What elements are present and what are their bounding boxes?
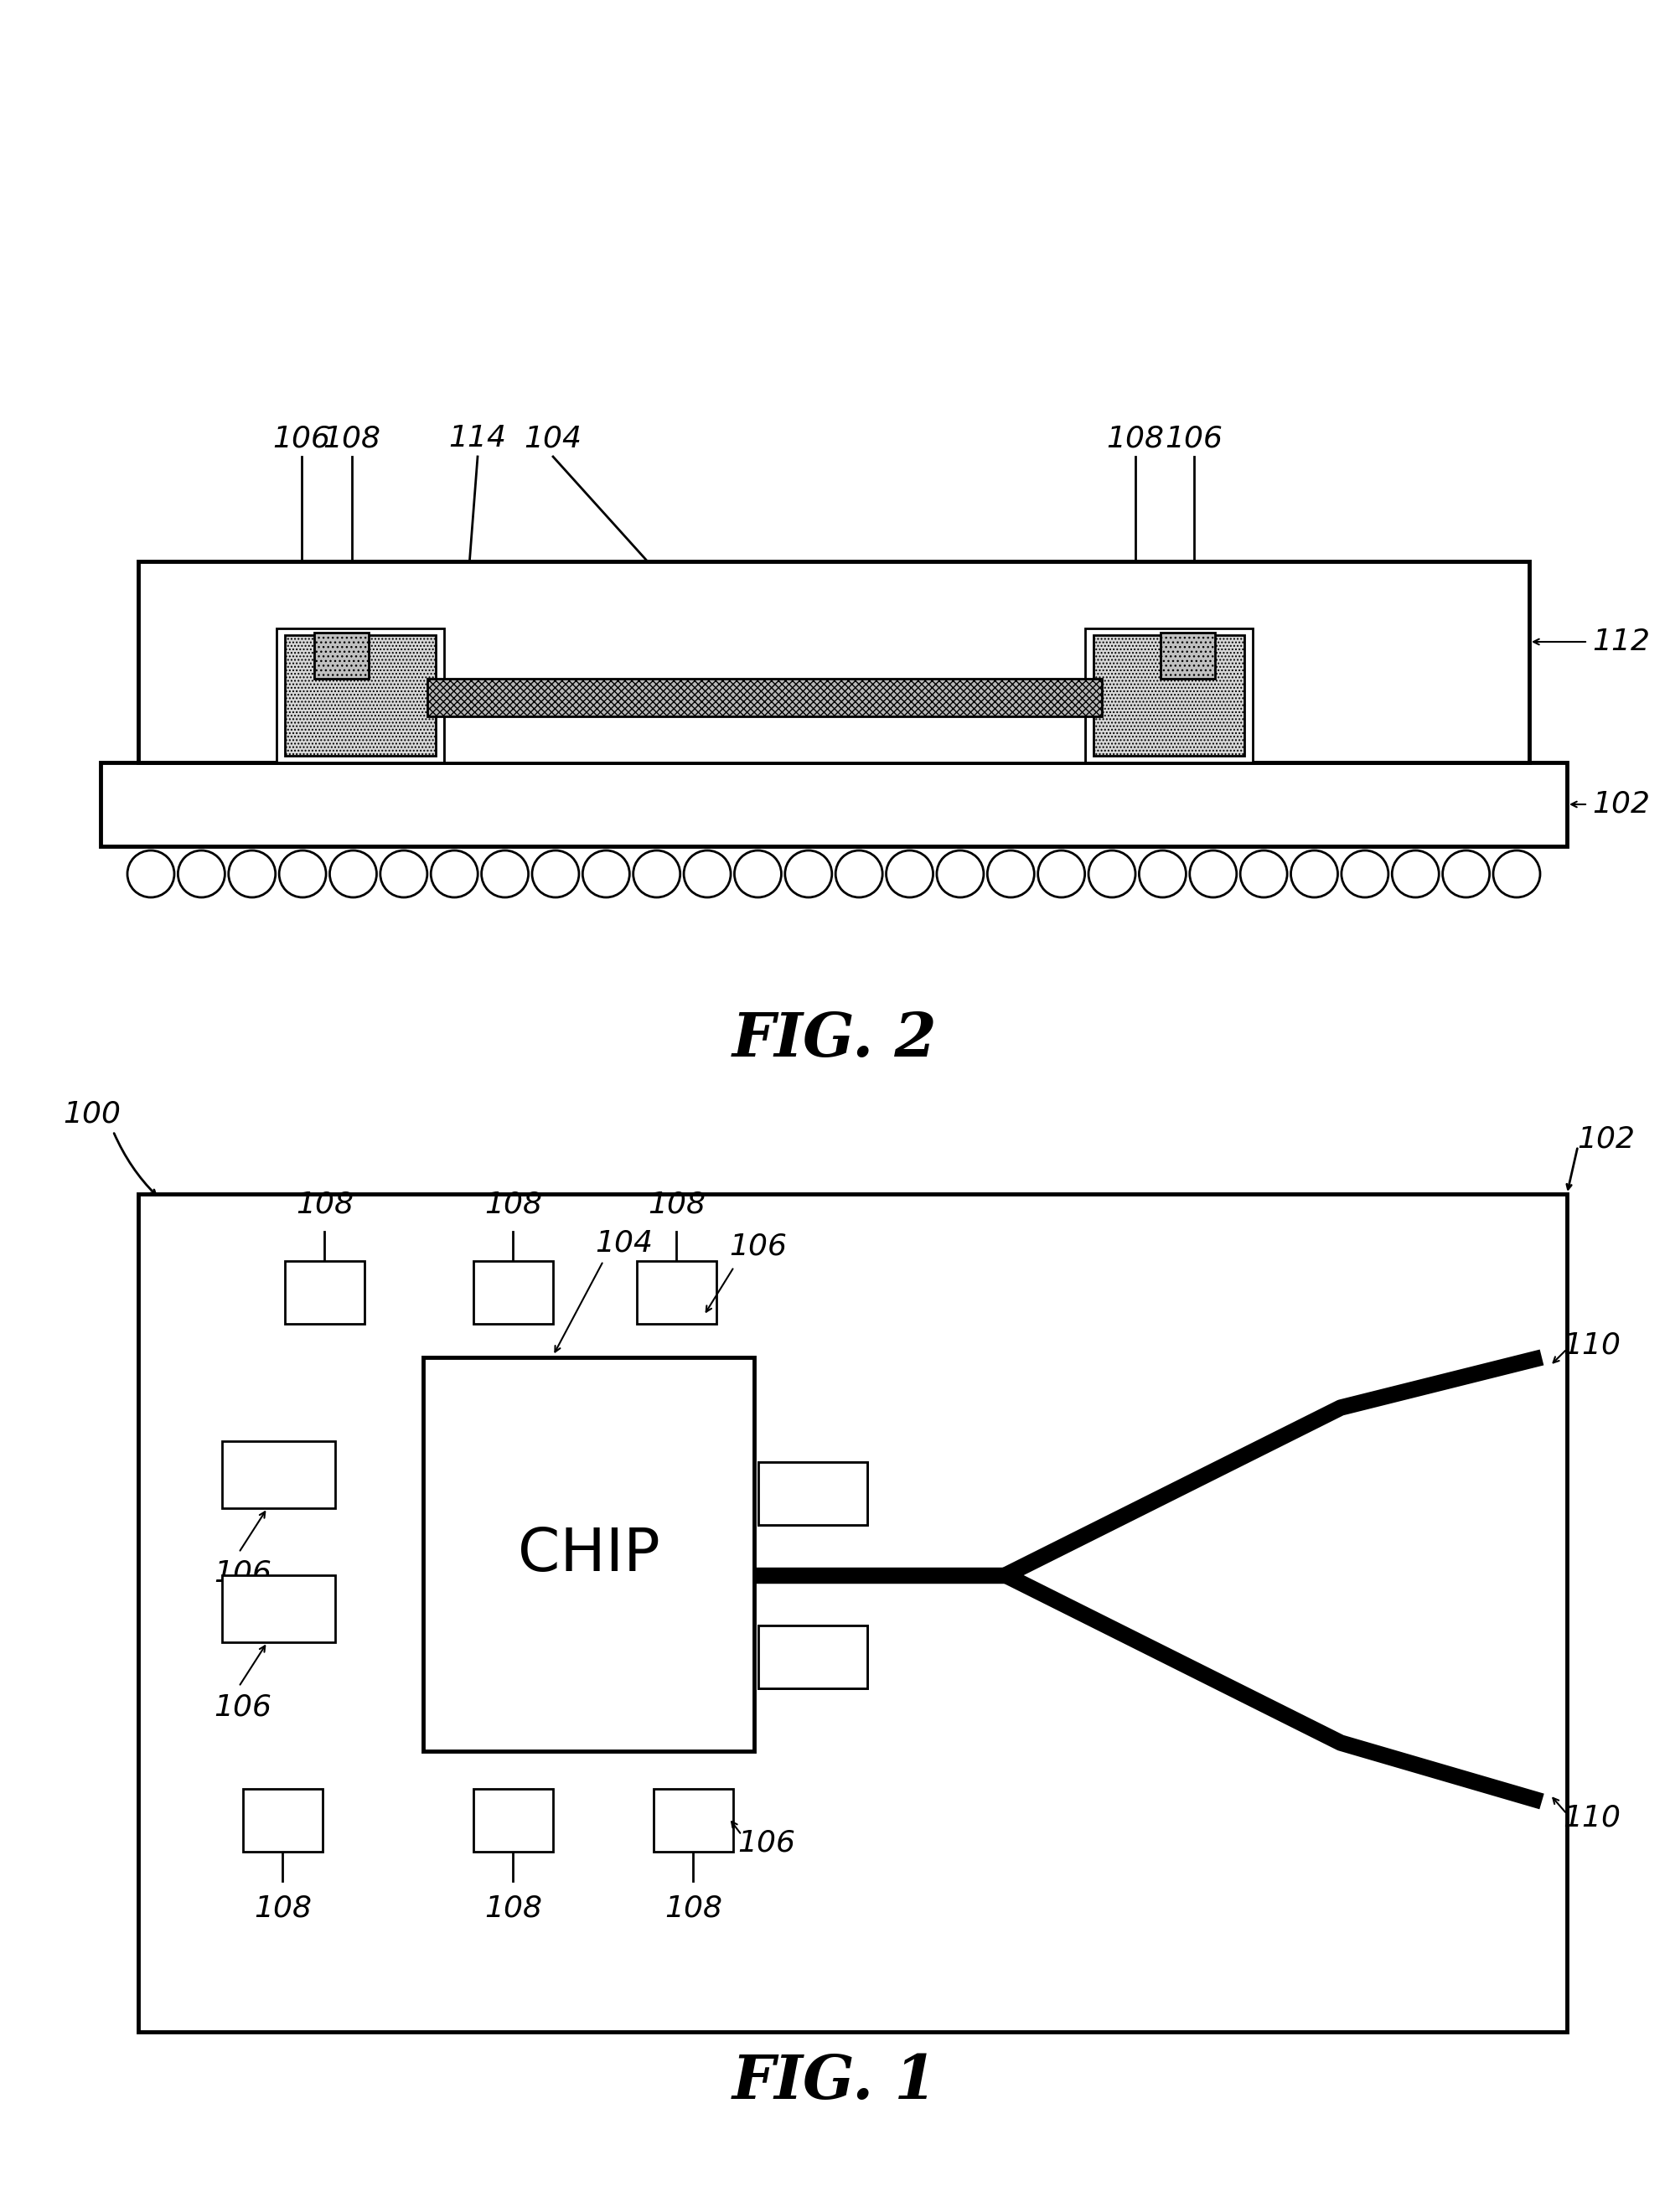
Bar — [1086, 628, 1252, 763]
Circle shape — [1443, 849, 1490, 898]
Text: 108: 108 — [665, 1893, 723, 1922]
Bar — [222, 1575, 336, 1641]
Text: 106: 106 — [730, 1232, 787, 1261]
Circle shape — [1189, 849, 1236, 898]
Bar — [758, 1626, 867, 1688]
Bar — [758, 1462, 867, 1524]
Bar — [444, 695, 1086, 763]
Circle shape — [987, 849, 1034, 898]
Text: 102: 102 — [1592, 790, 1650, 818]
Bar — [1161, 633, 1216, 679]
Text: CHIP: CHIP — [518, 1526, 660, 1584]
Circle shape — [381, 849, 428, 898]
Text: 106: 106 — [214, 1692, 272, 1721]
Bar — [277, 628, 444, 763]
Circle shape — [683, 849, 731, 898]
Circle shape — [1139, 849, 1186, 898]
Bar — [428, 679, 1102, 717]
Bar — [758, 1462, 867, 1524]
Circle shape — [937, 849, 984, 898]
Circle shape — [1241, 849, 1288, 898]
Circle shape — [431, 849, 478, 898]
Circle shape — [127, 849, 174, 898]
Text: 106: 106 — [214, 1559, 272, 1586]
Bar — [423, 1358, 755, 1752]
Text: 108: 108 — [484, 1190, 543, 1219]
Text: 114: 114 — [449, 425, 506, 453]
Circle shape — [179, 849, 225, 898]
Circle shape — [1341, 849, 1388, 898]
Circle shape — [1393, 849, 1440, 898]
Circle shape — [1291, 849, 1338, 898]
Circle shape — [279, 849, 326, 898]
Bar — [222, 1442, 336, 1509]
Text: 108: 108 — [254, 1893, 312, 1922]
Text: FIG. 1: FIG. 1 — [733, 2053, 937, 2112]
Text: 108: 108 — [322, 425, 381, 453]
Text: 112: 112 — [1592, 628, 1650, 657]
Text: 110: 110 — [1563, 1332, 1620, 1358]
Circle shape — [481, 849, 528, 898]
Bar — [139, 562, 1530, 763]
Text: 104: 104 — [524, 425, 581, 453]
Bar — [286, 635, 436, 757]
Bar — [473, 1790, 553, 1851]
Circle shape — [1039, 849, 1086, 898]
Circle shape — [533, 849, 579, 898]
Text: 108: 108 — [648, 1190, 705, 1219]
Bar — [139, 1194, 1566, 2033]
Bar — [636, 1261, 716, 1323]
Bar — [653, 1790, 733, 1851]
Circle shape — [1493, 849, 1540, 898]
Circle shape — [329, 849, 377, 898]
Text: 108: 108 — [1107, 425, 1164, 453]
Circle shape — [583, 849, 630, 898]
Circle shape — [229, 849, 276, 898]
Circle shape — [835, 849, 882, 898]
Text: 108: 108 — [484, 1893, 543, 1922]
Text: 106: 106 — [738, 1829, 795, 1858]
Text: 104: 104 — [595, 1228, 653, 1256]
Circle shape — [887, 849, 934, 898]
Bar — [100, 763, 1566, 847]
Text: 106: 106 — [1166, 425, 1222, 453]
Text: 100: 100 — [63, 1099, 120, 1128]
Text: 102: 102 — [1576, 1126, 1635, 1155]
Bar — [758, 1626, 867, 1688]
Circle shape — [785, 849, 832, 898]
Circle shape — [735, 849, 782, 898]
Bar — [473, 1261, 553, 1323]
Text: 108: 108 — [296, 1190, 354, 1219]
Text: 106: 106 — [272, 425, 331, 453]
Circle shape — [1089, 849, 1136, 898]
Bar — [286, 1261, 364, 1323]
Circle shape — [633, 849, 680, 898]
Bar — [1094, 635, 1244, 757]
Text: 110: 110 — [1563, 1805, 1620, 1832]
Text: FIG. 2: FIG. 2 — [733, 1009, 937, 1068]
Bar — [314, 633, 369, 679]
Bar — [244, 1790, 322, 1851]
